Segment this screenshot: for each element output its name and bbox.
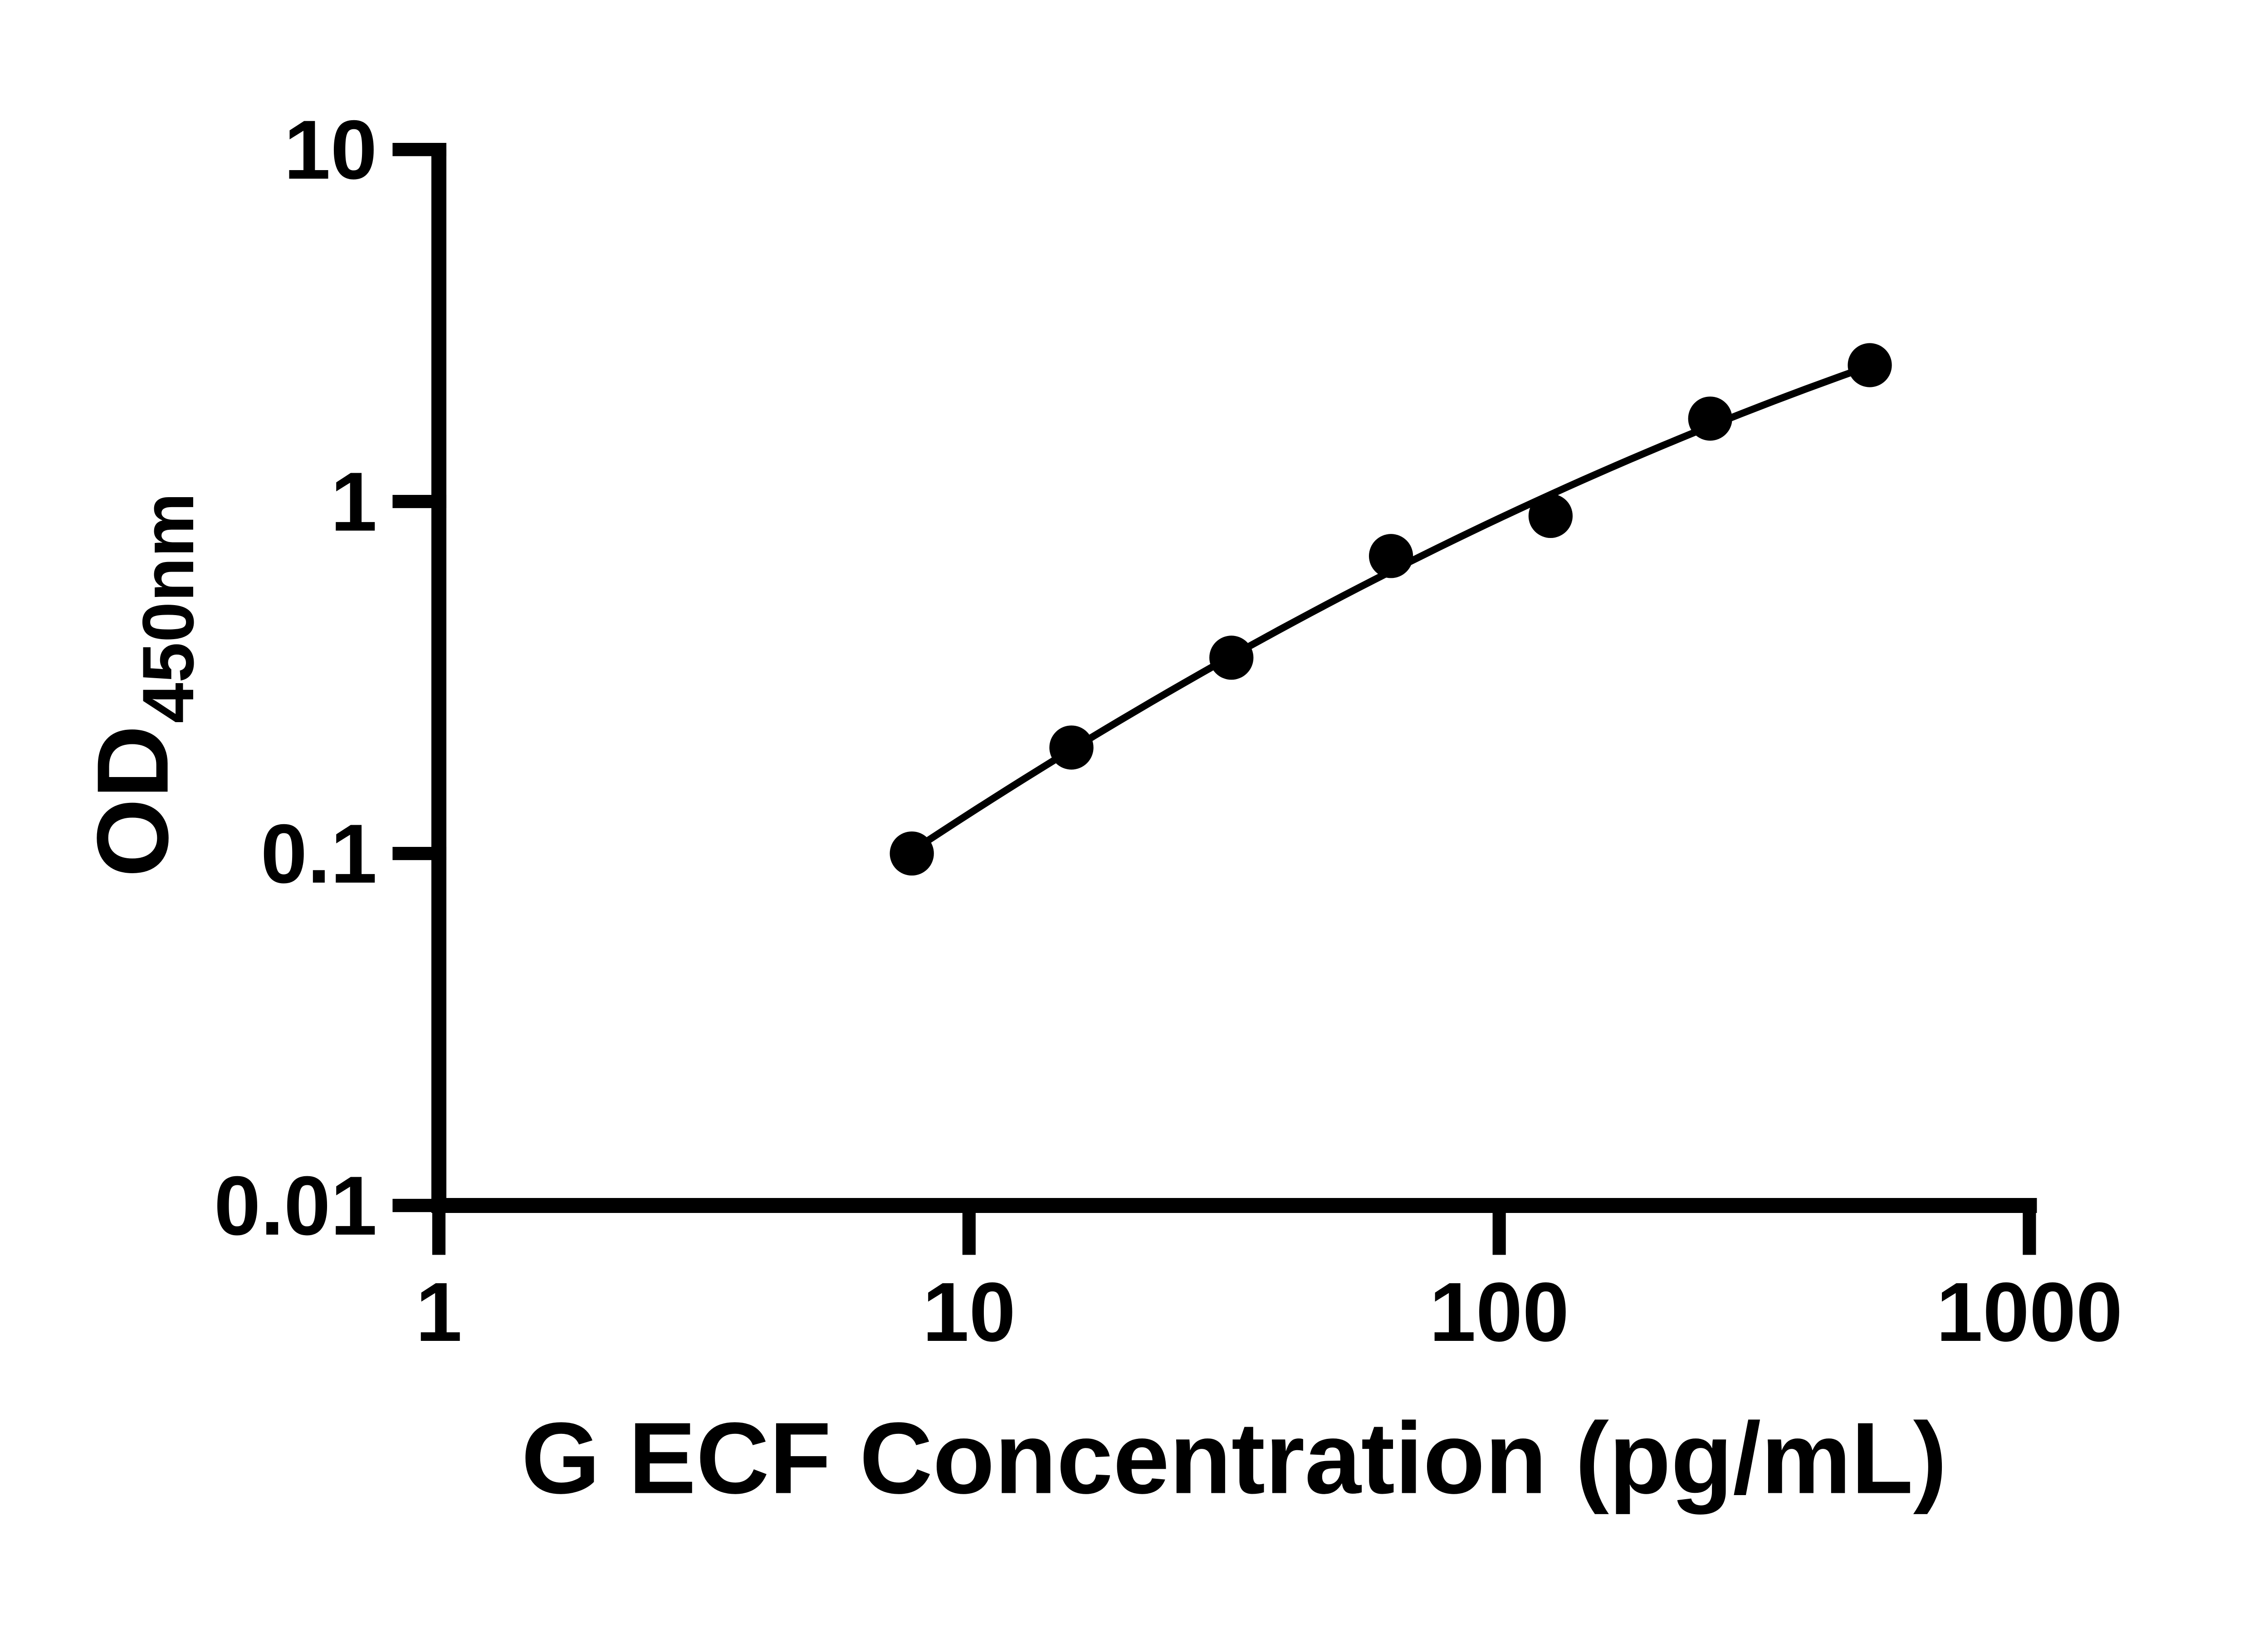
data-point xyxy=(1848,343,1892,387)
data-point xyxy=(1209,636,1254,680)
fit-curve xyxy=(908,362,1873,855)
data-points xyxy=(890,343,1892,876)
x-tick-label: 1000 xyxy=(1936,1266,2122,1359)
x-tick-label: 100 xyxy=(1429,1266,1569,1359)
y-tick-label: 10 xyxy=(284,103,377,197)
data-point xyxy=(1528,494,1573,538)
y-tick-label: 1 xyxy=(331,455,377,549)
data-point xyxy=(890,831,934,876)
y-axis-title: OD 450nm xyxy=(77,493,209,877)
axes xyxy=(431,149,2037,1213)
x-axis-title: G ECF Concentration (pg/mL) xyxy=(521,1402,1947,1515)
chart-canvas: 10 1 0.1 0.01 1 10 100 1000 G ECF Concentration… xyxy=(76,103,2123,1515)
y-axis-title-subscript: 450nm xyxy=(127,493,209,723)
y-axis-title-main: OD xyxy=(77,725,190,877)
y-tick-label: 0.01 xyxy=(214,1159,377,1253)
x-tick-label: 1 xyxy=(415,1266,462,1359)
standard-curve-chart: 10 1 0.1 0.01 1 10 100 1000 G ECF Concentration… xyxy=(77,103,2123,1515)
data-point xyxy=(1369,534,1413,578)
axis-tick-labels: 10 1 0.1 0.01 1 10 100 1000 xyxy=(214,103,2123,1359)
data-point xyxy=(1688,396,1732,441)
y-tick-label: 0.1 xyxy=(261,807,377,901)
data-point xyxy=(1049,725,1094,770)
fit-curve-line xyxy=(908,362,1873,855)
x-tick-label: 10 xyxy=(923,1266,1016,1359)
axis-ticks xyxy=(392,143,2036,1255)
